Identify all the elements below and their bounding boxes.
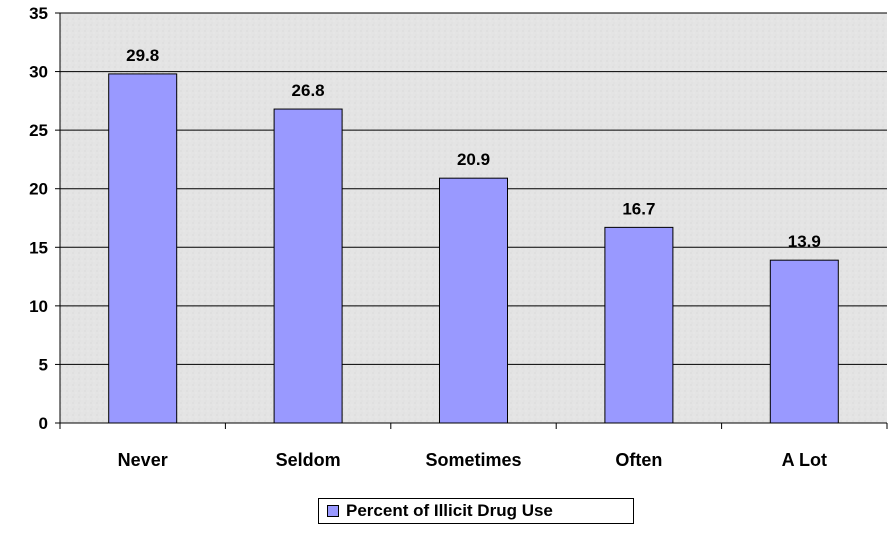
bars: 29.8 26.8 20.9 16.7 13.9: [108, 46, 839, 424]
x-tick-label: Never: [118, 450, 168, 470]
legend: Percent of Illicit Drug Use: [318, 498, 634, 524]
x-tick-label: Seldom: [276, 450, 341, 470]
legend-swatch: [327, 505, 339, 517]
data-label: 26.8: [292, 81, 325, 100]
data-label: 29.8: [126, 46, 159, 65]
bar-never: [108, 73, 178, 424]
legend-label: Percent of Illicit Drug Use: [346, 501, 553, 520]
y-tick-label: 5: [39, 355, 48, 374]
data-label: 13.9: [788, 232, 821, 251]
y-tick-label: 0: [39, 414, 48, 433]
data-label: 16.7: [622, 199, 655, 218]
bar-seldom: [273, 108, 343, 424]
y-tick-label: 10: [29, 297, 48, 316]
y-axis: 0 5 10 15 20 25 30 35: [29, 4, 61, 433]
bar-sometimes: [439, 177, 508, 424]
y-tick-label: 20: [29, 180, 48, 199]
y-tick-label: 30: [29, 63, 48, 82]
y-tick-label: 35: [29, 4, 48, 23]
x-axis: Never Seldom Sometimes Often A Lot: [59, 422, 888, 470]
bar-a-lot: [769, 259, 839, 424]
x-tick-label: Sometimes: [425, 450, 521, 470]
bar-often: [604, 226, 674, 424]
y-tick-label: 25: [29, 121, 48, 140]
x-tick-label: A Lot: [782, 450, 827, 470]
y-tick-label: 15: [29, 238, 48, 257]
data-label: 20.9: [457, 150, 490, 169]
x-tick-label: Often: [615, 450, 662, 470]
